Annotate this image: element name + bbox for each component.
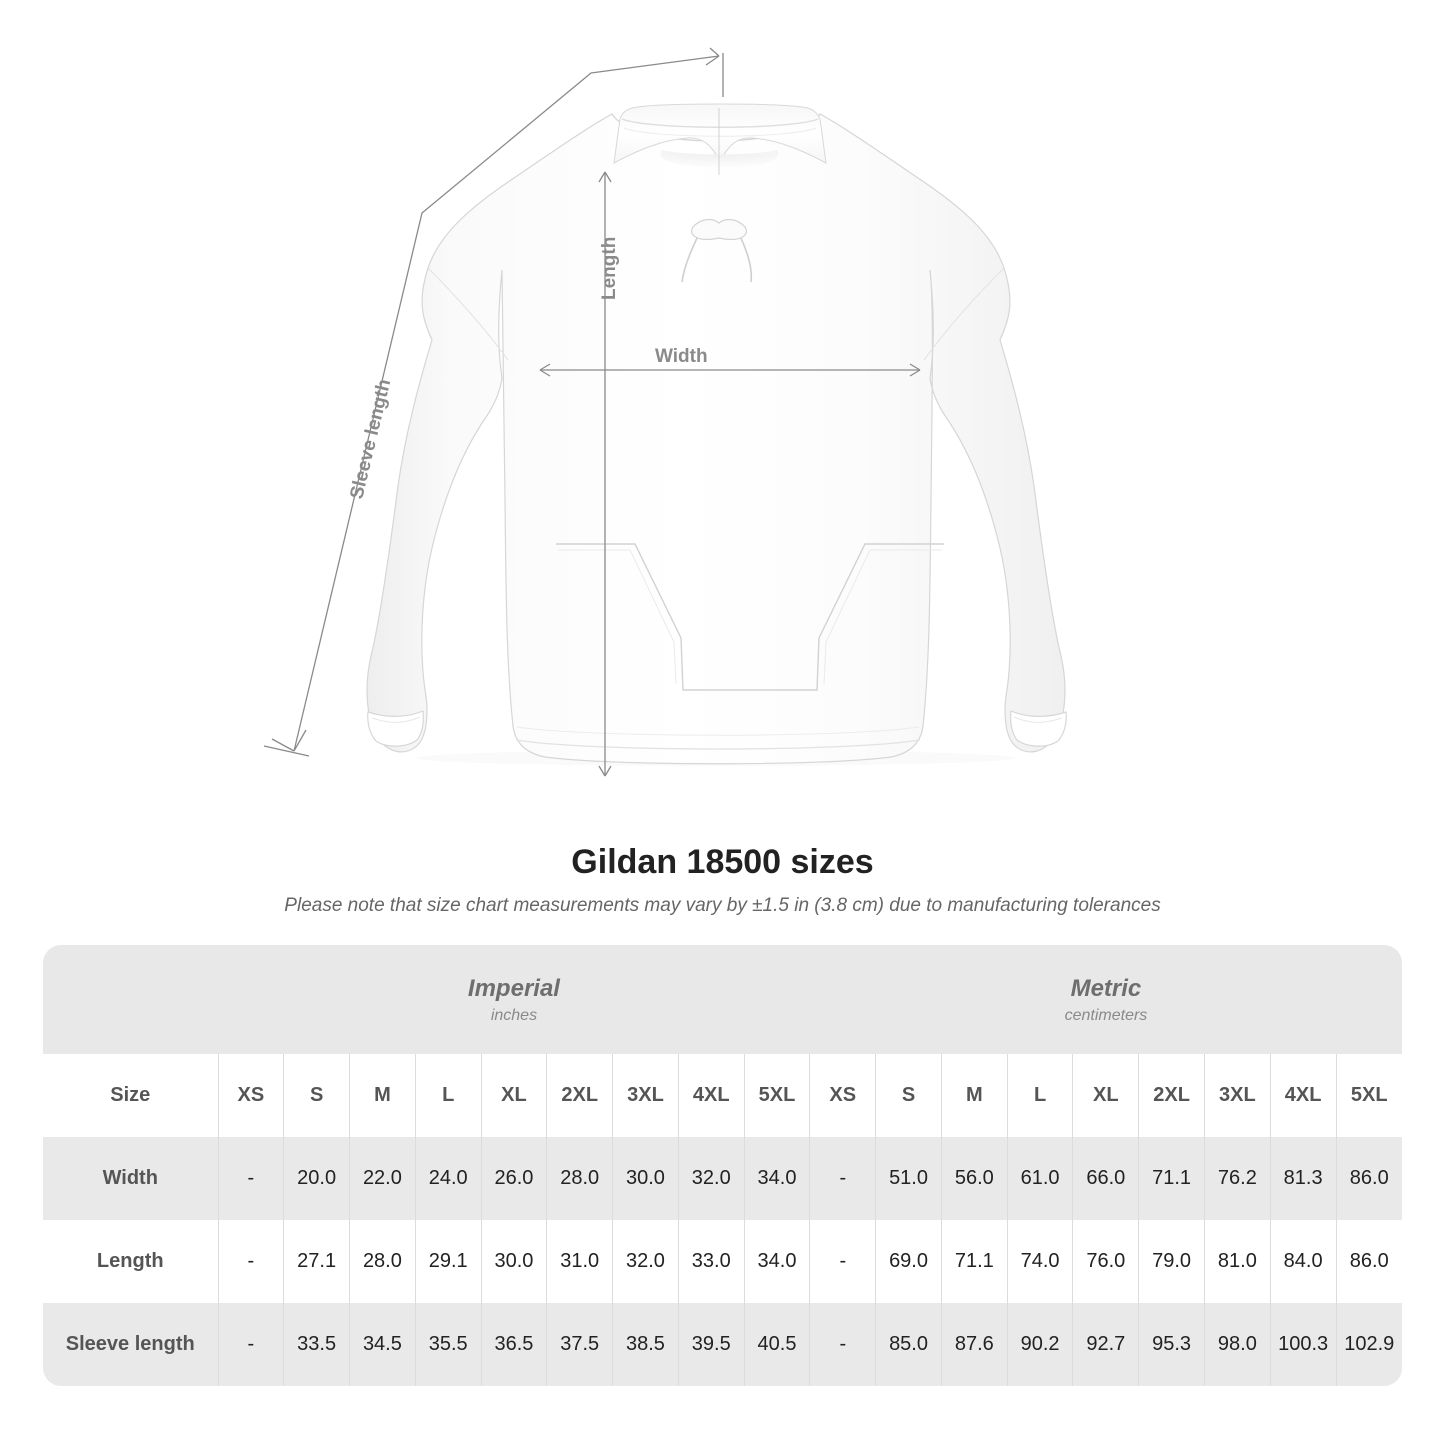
svg-text:Length: Length [599,237,620,300]
svg-text:Sleeve length: Sleeve length [346,377,395,501]
svg-text:Width: Width [655,346,708,367]
